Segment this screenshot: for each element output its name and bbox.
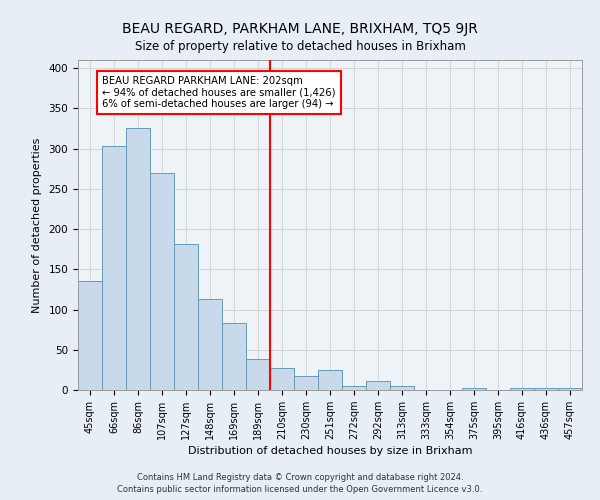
Bar [390,386,414,390]
Bar [366,381,390,390]
Bar [318,370,342,390]
Bar [510,388,534,390]
Bar [102,146,126,390]
Bar [558,388,582,390]
Bar [78,282,102,390]
Bar [174,244,198,390]
Bar [222,323,246,390]
X-axis label: Distribution of detached houses by size in Brixham: Distribution of detached houses by size … [188,446,472,456]
Text: Contains HM Land Registry data © Crown copyright and database right 2024.
Contai: Contains HM Land Registry data © Crown c… [118,472,482,494]
Bar [150,172,174,390]
Bar [198,299,222,390]
Bar [270,368,294,390]
Bar [342,386,366,390]
Bar [126,128,150,390]
Bar [294,376,318,390]
Text: BEAU REGARD PARKHAM LANE: 202sqm
← 94% of detached houses are smaller (1,426)
6%: BEAU REGARD PARKHAM LANE: 202sqm ← 94% o… [102,76,335,110]
Bar [534,388,558,390]
Text: Size of property relative to detached houses in Brixham: Size of property relative to detached ho… [134,40,466,53]
Y-axis label: Number of detached properties: Number of detached properties [32,138,41,312]
Bar [462,388,486,390]
Text: BEAU REGARD, PARKHAM LANE, BRIXHAM, TQ5 9JR: BEAU REGARD, PARKHAM LANE, BRIXHAM, TQ5 … [122,22,478,36]
Bar [246,360,270,390]
